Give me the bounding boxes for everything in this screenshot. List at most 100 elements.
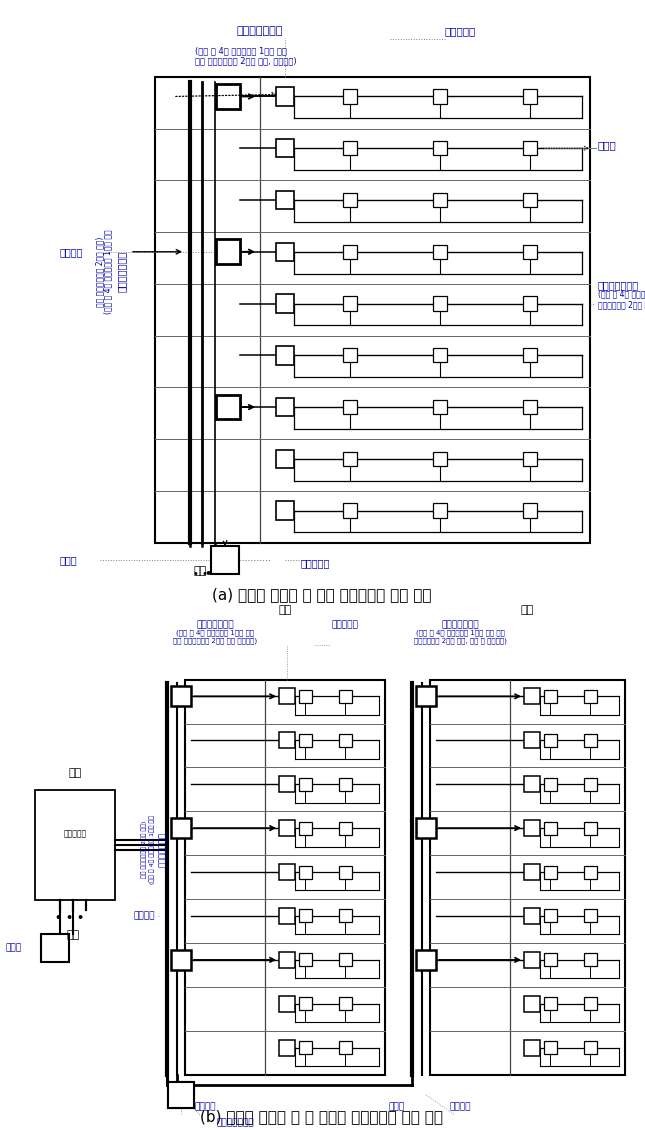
Bar bbox=[211, 546, 239, 574]
Bar bbox=[339, 689, 352, 703]
Bar bbox=[339, 866, 352, 878]
Text: (b) 하나의 단지에 두 개 이상의 공동주택이 있는 경우: (b) 하나의 단지에 두 개 이상의 공동주택이 있는 경우 bbox=[201, 1109, 444, 1124]
Bar bbox=[216, 240, 240, 264]
Text: 수평배선케이블: 수평배선케이블 bbox=[196, 620, 233, 629]
Bar bbox=[171, 818, 191, 838]
Bar bbox=[523, 504, 537, 518]
Bar bbox=[279, 820, 295, 836]
Bar bbox=[216, 394, 240, 419]
Bar bbox=[299, 822, 312, 835]
Bar bbox=[339, 954, 352, 966]
Bar bbox=[339, 777, 352, 791]
Bar bbox=[523, 348, 537, 363]
Bar bbox=[276, 87, 294, 106]
Bar bbox=[523, 89, 537, 104]
Text: 기둥: 기둥 bbox=[68, 767, 82, 777]
Text: 총단자함: 총단자함 bbox=[60, 246, 83, 257]
Text: 다동: 다동 bbox=[521, 605, 533, 615]
Bar bbox=[35, 790, 115, 899]
Bar bbox=[523, 141, 537, 156]
Bar bbox=[155, 77, 590, 542]
Bar bbox=[41, 933, 69, 962]
Bar bbox=[544, 998, 557, 1010]
Bar bbox=[524, 907, 540, 924]
Bar bbox=[433, 244, 447, 259]
Bar bbox=[524, 864, 540, 880]
Bar bbox=[544, 866, 557, 878]
Bar bbox=[279, 732, 295, 748]
Bar bbox=[584, 998, 597, 1010]
Text: (세대 당 4쌍 꼬임케이블 1회선 이상
또는 광섬유케이블 2코아 이상, 성형배선): (세대 당 4쌍 꼬임케이블 1회선 이상 또는 광섬유케이블 2코아 이상, … bbox=[195, 46, 297, 66]
Bar bbox=[416, 818, 436, 838]
Bar bbox=[276, 502, 294, 520]
Bar bbox=[339, 910, 352, 922]
Bar bbox=[171, 950, 191, 970]
Bar bbox=[276, 398, 294, 416]
Bar bbox=[433, 141, 447, 156]
Bar bbox=[544, 822, 557, 835]
Bar bbox=[279, 996, 295, 1011]
Bar bbox=[524, 996, 540, 1011]
Bar bbox=[544, 777, 557, 791]
Text: 분계점: 분계점 bbox=[5, 944, 21, 953]
Bar bbox=[544, 954, 557, 966]
Bar bbox=[168, 1081, 194, 1109]
Bar bbox=[343, 89, 357, 104]
Bar bbox=[343, 244, 357, 259]
Bar bbox=[276, 243, 294, 261]
Text: 또는 광섬유케이블 2코아 이상): 또는 광섬유케이블 2코아 이상) bbox=[95, 236, 104, 306]
Text: 국선단자함: 국선단자함 bbox=[301, 558, 330, 568]
Bar bbox=[339, 733, 352, 747]
Text: 건물간선케이블: 건물간선케이블 bbox=[157, 833, 166, 868]
Bar bbox=[584, 1041, 597, 1054]
Bar bbox=[276, 294, 294, 313]
Bar bbox=[343, 504, 357, 518]
Bar bbox=[185, 679, 385, 1075]
Bar bbox=[524, 732, 540, 748]
Bar bbox=[430, 679, 625, 1075]
Bar bbox=[433, 193, 447, 207]
Bar bbox=[171, 686, 191, 706]
Text: 세대단자함: 세대단자함 bbox=[444, 26, 475, 36]
Bar bbox=[584, 910, 597, 922]
Bar bbox=[343, 348, 357, 363]
Text: 인출구: 인출구 bbox=[389, 1103, 405, 1112]
Text: • • •: • • • bbox=[205, 570, 234, 580]
Text: 구나간선케이블: 구나간선케이블 bbox=[216, 1119, 254, 1128]
Bar bbox=[416, 950, 436, 970]
Bar bbox=[524, 820, 540, 836]
Bar bbox=[299, 910, 312, 922]
Bar bbox=[544, 910, 557, 922]
Bar bbox=[339, 998, 352, 1010]
Bar bbox=[279, 907, 295, 924]
Bar bbox=[339, 1041, 352, 1054]
Text: 중단자함: 중단자함 bbox=[134, 912, 155, 921]
Bar bbox=[299, 866, 312, 878]
Text: 수평배선케이블: 수평배선케이블 bbox=[598, 280, 639, 290]
Bar bbox=[299, 689, 312, 703]
Bar bbox=[523, 244, 537, 259]
Bar bbox=[524, 776, 540, 792]
Bar bbox=[584, 954, 597, 966]
Bar bbox=[584, 777, 597, 791]
Bar bbox=[524, 688, 540, 704]
Bar bbox=[343, 296, 357, 311]
Text: (세대 당 4쌍 꼬임케이블 1회선 이상: (세대 당 4쌍 꼬임케이블 1회선 이상 bbox=[149, 815, 155, 885]
Text: 수평배선케이블: 수평배선케이블 bbox=[441, 620, 479, 629]
Bar bbox=[524, 951, 540, 968]
Text: (세대 당 4쌍 꼬임케이블 1회선 이상
또는 광섬유케이블 2코아 이상 성형배선): (세대 당 4쌍 꼬임케이블 1회선 이상 또는 광섬유케이블 2코아 이상 성… bbox=[173, 629, 257, 644]
Text: (세대 내 4쌍 꼬임케이블 1회선 이상 또는
광섬유케이블 2코아 이상, 세대 내 성형배선): (세대 내 4쌍 꼬임케이블 1회선 이상 또는 광섬유케이블 2코아 이상, … bbox=[413, 629, 506, 644]
Bar bbox=[544, 689, 557, 703]
Bar bbox=[584, 822, 597, 835]
Text: • • •: • • • bbox=[55, 913, 84, 923]
Text: 국선: 국선 bbox=[194, 566, 206, 576]
Bar bbox=[299, 998, 312, 1010]
Text: 동단자함: 동단자함 bbox=[194, 1103, 215, 1112]
Bar bbox=[416, 686, 436, 706]
Bar bbox=[523, 193, 537, 207]
Text: 또는 광섬유케이블 2코아 이상): 또는 광섬유케이블 2코아 이상) bbox=[141, 822, 147, 878]
Text: • • •: • • • bbox=[193, 570, 217, 580]
Bar bbox=[343, 193, 357, 207]
Bar bbox=[343, 141, 357, 156]
Text: 분계점: 분계점 bbox=[60, 555, 77, 565]
